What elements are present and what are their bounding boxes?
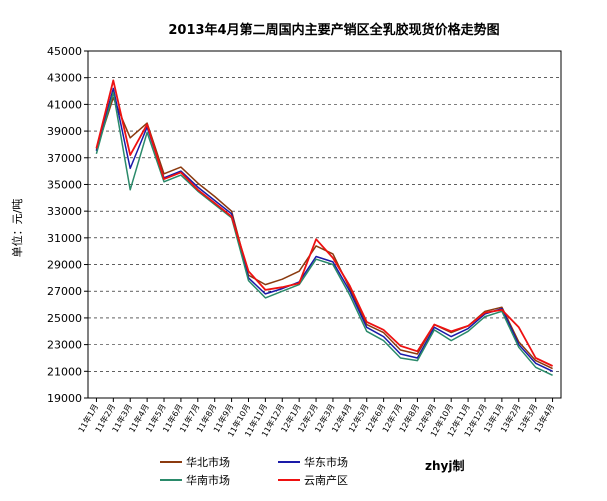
series-line-1 bbox=[95, 96, 553, 370]
legend-label: 华东市场 bbox=[304, 455, 348, 469]
y-tick-label: 45000 bbox=[47, 45, 82, 58]
y-tick-label: 35000 bbox=[47, 178, 82, 191]
series-line-4 bbox=[95, 79, 553, 367]
chart-title: 2013年4月第二周国内主要产销区全乳胶现货价格走势图 bbox=[168, 22, 499, 38]
y-tick-label: 41000 bbox=[47, 98, 82, 111]
legend-label: 云南产区 bbox=[304, 473, 348, 487]
credit-text: zhyj制 bbox=[425, 458, 464, 473]
y-tick-label: 21000 bbox=[47, 365, 82, 378]
series-line-3 bbox=[95, 91, 553, 376]
legend-label: 华北市场 bbox=[186, 455, 230, 469]
y-axis-ticks: 19000 21000 23000 25000 27000 29000 31000 33000… bbox=[47, 45, 88, 405]
y-tick-label: 25000 bbox=[47, 312, 82, 325]
y-tick-label: 19000 bbox=[47, 392, 82, 405]
y-tick-label: 33000 bbox=[47, 205, 82, 218]
plot-area bbox=[87, 50, 562, 399]
y-tick-label: 27000 bbox=[47, 285, 82, 298]
y-tick-label: 23000 bbox=[47, 339, 82, 352]
y-tick-label: 31000 bbox=[47, 232, 82, 245]
grid-lines bbox=[88, 77, 561, 372]
series-lines bbox=[95, 79, 553, 376]
series-line-2 bbox=[95, 87, 553, 372]
y-tick-label: 43000 bbox=[47, 72, 82, 85]
y-tick-label: 29000 bbox=[47, 259, 82, 272]
x-axis-ticks: 11年1月11年2月11年3月11年4月11年5月11年6月11年7月11年8月… bbox=[76, 398, 556, 438]
y-tick-label: 37000 bbox=[47, 152, 82, 165]
y-tick-label: 39000 bbox=[47, 125, 82, 138]
legend-label: 华南市场 bbox=[186, 473, 230, 487]
y-axis-label: 单位：元/吨 bbox=[10, 199, 24, 258]
